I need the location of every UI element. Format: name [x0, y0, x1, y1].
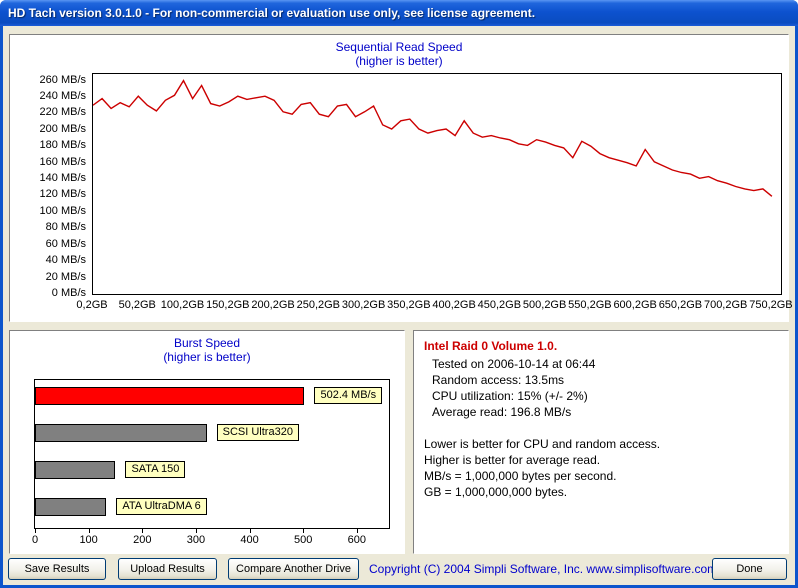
info-note-line: Higher is better for average read.: [424, 453, 601, 467]
burst-x-tick-label: 300: [186, 534, 206, 546]
seq-x-tick-label: 600,2GB: [613, 299, 657, 311]
seq-x-tick-label: 150,2GB: [206, 299, 250, 311]
done-button[interactable]: Done: [712, 558, 787, 580]
drive-name: Intel Raid 0 Volume 1.0.: [424, 339, 558, 353]
seq-x-tick-label: 200,2GB: [251, 299, 295, 311]
info-notes: Lower is better for CPU and random acces…: [424, 436, 778, 500]
title-bar[interactable]: HD Tach version 3.0.1.0 - For non-commer…: [0, 0, 798, 26]
burst-x-tick: [88, 529, 90, 533]
seq-x-tick-label: 500,2GB: [522, 299, 567, 311]
burst-chart-subtitle: (higher is better): [163, 350, 251, 364]
burst-bar: [35, 461, 116, 479]
seq-y-tick-label: 20 MB/s: [45, 270, 86, 283]
seq-x-tick-label: 300,2GB: [341, 299, 386, 311]
info-line: Tested on 2006-10-14 at 06:44: [432, 357, 596, 371]
info-line: Average read: 196.8 MB/s: [432, 405, 572, 419]
seq-y-tick-label: 260 MB/s: [39, 73, 86, 86]
seq-y-tick-label: 220 MB/s: [39, 106, 86, 119]
copyright-text: Copyright (C) 2004 Simpli Software, Inc.…: [369, 562, 718, 576]
sequential-chart-panel: Sequential Read Speed (higher is better)…: [9, 34, 793, 322]
seq-x-tick-label: 450,2GB: [477, 299, 522, 311]
seq-x-tick-label: 0,2GB: [76, 299, 108, 311]
burst-chart-panel: Burst Speed (higher is better) 502.4 MB/…: [9, 330, 405, 554]
seq-y-tick-label: 120 MB/s: [39, 188, 86, 201]
client-area: Sequential Read Speed (higher is better)…: [3, 26, 795, 585]
burst-bar-label: SATA 150: [125, 461, 186, 478]
seq-x-tick-label: 50,2GB: [118, 299, 156, 311]
burst-x-tick-label: 600: [347, 534, 366, 546]
read-speed-line: [93, 79, 773, 197]
info-note-line: MB/s = 1,000,000 bytes per second.: [424, 469, 617, 483]
compare-another-drive-button[interactable]: Compare Another Drive: [228, 558, 359, 580]
seq-y-tick-label: 40 MB/s: [45, 254, 86, 267]
burst-x-tick: [249, 529, 251, 533]
burst-x-tick-label: 200: [133, 534, 152, 546]
burst-x-tick-label: 400: [240, 534, 259, 546]
seq-y-tick-label: 240 MB/s: [39, 89, 86, 102]
burst-x-tick: [356, 529, 358, 533]
seq-x-tick-label: 350,2GB: [387, 299, 431, 311]
burst-x-tick: [303, 529, 305, 533]
seq-y-tick-label: 0 MB/s: [51, 287, 86, 299]
seq-y-tick-label: 60 MB/s: [45, 237, 86, 250]
burst-x-tick-label: 100: [79, 534, 98, 546]
burst-x-tick-label: 0: [31, 534, 39, 546]
burst-x-tick: [35, 529, 36, 533]
info-note-line: GB = 1,000,000,000 bytes.: [424, 485, 568, 499]
burst-bar-label: 502.4 MB/s: [314, 387, 383, 404]
seq-y-tick-label: 100 MB/s: [39, 204, 86, 217]
sequential-chart-title: Sequential Read Speed: [335, 40, 463, 54]
burst-x-tick: [142, 529, 144, 533]
seq-y-tick-label: 180 MB/s: [39, 139, 86, 152]
seq-x-tick-label: 650,2GB: [658, 299, 703, 311]
burst-bar: [35, 387, 305, 405]
seq-y-tick-label: 200 MB/s: [39, 122, 86, 135]
seq-y-tick-label: 80 MB/s: [45, 221, 86, 234]
upload-results-button[interactable]: Upload Results: [118, 558, 217, 580]
burst-bar: [35, 424, 207, 442]
burst-bar-label: ATA UltraDMA 6: [116, 498, 207, 515]
sequential-plot-svg: [93, 79, 773, 197]
info-details: Tested on 2006-10-14 at 06:44 Random acce…: [424, 356, 778, 420]
sequential-plot-area: [92, 73, 782, 295]
burst-bar-label: SCSI Ultra320: [216, 424, 299, 441]
seq-x-tick-label: 400,2GB: [432, 299, 476, 311]
burst-plot-area: 502.4 MB/s SCSI Ultra320 SATA 150 ATA Ultra…: [34, 379, 390, 529]
info-panel: Intel Raid 0 Volume 1.0. Tested on 2006-…: [413, 330, 789, 554]
seq-x-tick-label: 250,2GB: [296, 299, 341, 311]
seq-x-tick-label: 100,2GB: [160, 299, 205, 311]
seq-x-tick-label: 750,2GB: [749, 299, 793, 311]
seq-x-tick-label: 700,2GB: [703, 299, 748, 311]
save-results-button[interactable]: Save Results: [8, 558, 106, 580]
info-note-line: Lower is better for CPU and random acces…: [424, 437, 661, 451]
seq-x-tick-label: 550,2GB: [568, 299, 612, 311]
seq-y-tick-label: 140 MB/s: [39, 172, 86, 185]
info-line: CPU utilization: 15% (+/- 2%): [432, 389, 588, 403]
burst-bar: [35, 498, 107, 516]
seq-y-tick-label: 160 MB/s: [39, 155, 86, 168]
info-line: Random access: 13.5ms: [432, 373, 565, 387]
burst-x-tick-label: 500: [293, 534, 313, 546]
burst-chart-title: Burst Speed: [173, 336, 241, 350]
window-title: HD Tach version 3.0.1.0 - For non-commer…: [8, 6, 536, 20]
burst-x-tick: [195, 529, 197, 533]
sequential-chart-subtitle: (higher is better): [355, 54, 443, 68]
